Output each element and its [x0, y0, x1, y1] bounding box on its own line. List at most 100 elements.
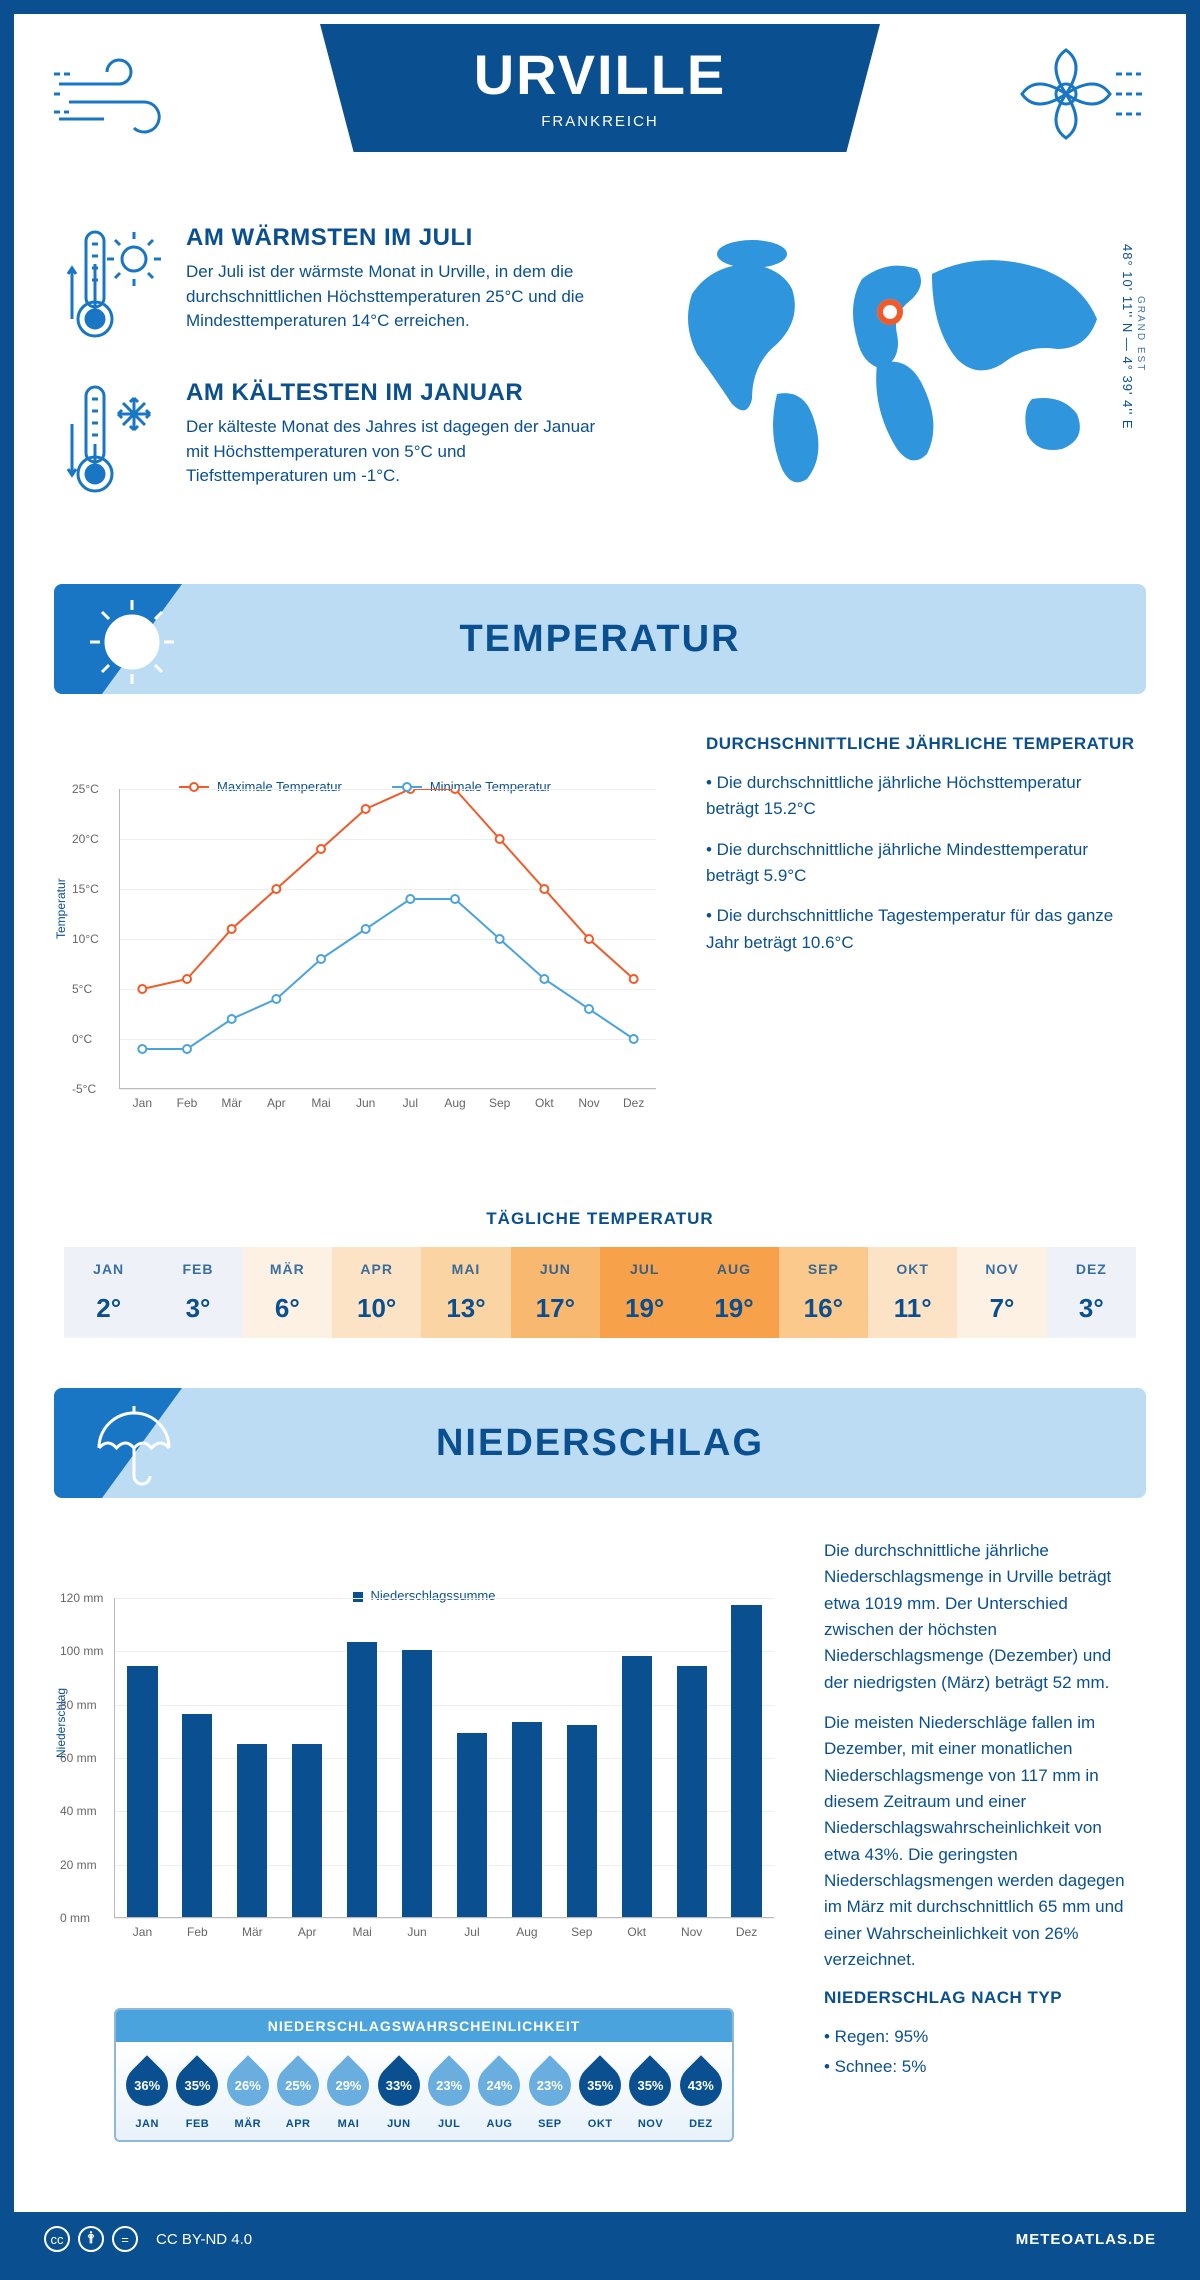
bar: [347, 1642, 377, 1917]
x-tick: Mär: [242, 1925, 263, 1939]
site-name: METEOATLAS.DE: [1016, 2231, 1156, 2248]
fact-heading: AM KÄLTESTEN IM JANUAR: [186, 379, 606, 407]
page-title: URVILLE: [320, 42, 880, 107]
type-line: • Schnee: 5%: [824, 2054, 1136, 2080]
summary-p: Die meisten Niederschläge fallen im Deze…: [824, 1710, 1136, 1973]
daily-temp-cell: MAI13°: [421, 1247, 510, 1338]
fact-body: Der Juli ist der wärmste Monat in Urvill…: [186, 260, 606, 334]
type-line: • Regen: 95%: [824, 2024, 1136, 2050]
thermometer-sun-icon: [64, 224, 164, 349]
coordinates: GRAND EST 48° 10' 11'' N — 4° 39' 4'' E: [1120, 244, 1146, 430]
x-tick: Jun: [356, 1096, 375, 1110]
prob-drop: 23%JUL: [424, 2056, 474, 2130]
x-tick: Jun: [407, 1925, 426, 1939]
x-tick: Apr: [298, 1925, 317, 1939]
fact-coldest: AM KÄLTESTEN IM JANUAR Der kälteste Mona…: [64, 379, 632, 504]
x-tick: Nov: [681, 1925, 702, 1939]
y-tick: 60 mm: [60, 1751, 97, 1765]
summary-p: Die durchschnittliche jährliche Niedersc…: [824, 1538, 1136, 1696]
page-subtitle: FRANKREICH: [320, 113, 880, 130]
x-tick: Sep: [571, 1925, 592, 1939]
x-tick: Dez: [623, 1096, 644, 1110]
y-tick: 5°C: [72, 982, 92, 996]
by-icon: 🛉: [78, 2226, 104, 2252]
footer: cc 🛉 = CC BY-ND 4.0 METEOATLAS.DE: [14, 2212, 1186, 2266]
daily-temp-cell: JUL19°: [600, 1247, 689, 1338]
bar: [457, 1733, 487, 1917]
prob-drop: 24%AUG: [474, 2056, 524, 2130]
x-tick: Dez: [736, 1925, 757, 1939]
x-tick: Mai: [352, 1925, 371, 1939]
bar: [237, 1744, 267, 1917]
bar: [677, 1666, 707, 1917]
precip-bar-chart: Niederschlag 0 mm20 mm40 mm60 mm80 mm100…: [64, 1588, 784, 1988]
x-tick: Feb: [187, 1925, 208, 1939]
prob-drop: 35%OKT: [575, 2056, 625, 2130]
bar: [292, 1744, 322, 1917]
summary-bullet: • Die durchschnittliche jährliche Mindes…: [706, 837, 1136, 890]
bar: [622, 1656, 652, 1917]
nd-icon: =: [112, 2226, 138, 2252]
daily-temp-cell: APR10°: [332, 1247, 421, 1338]
bar: [402, 1650, 432, 1917]
title-banner: URVILLE FRANKREICH: [320, 24, 880, 152]
x-tick: Okt: [535, 1096, 554, 1110]
prob-drop: 23%SEP: [525, 2056, 575, 2130]
world-map: GRAND EST 48° 10' 11'' N — 4° 39' 4'' E: [662, 224, 1136, 534]
infographic-frame: URVILLE FRANKREICH: [0, 0, 1200, 2280]
summary-bullet: • Die durchschnittliche jährliche Höchst…: [706, 770, 1136, 823]
y-tick: 80 mm: [60, 1698, 97, 1712]
wind-icon: [1016, 44, 1146, 149]
x-tick: Aug: [516, 1925, 537, 1939]
daily-temp-heading: TÄGLICHE TEMPERATUR: [14, 1209, 1186, 1229]
daily-temp-table: JAN2°FEB3°MÄR6°APR10°MAI13°JUN17°JUL19°A…: [64, 1247, 1136, 1338]
daily-temp-cell: NOV7°: [957, 1247, 1046, 1338]
sun-icon: [84, 594, 179, 694]
y-tick: -5°C: [72, 1082, 96, 1096]
section-heading-precip: NIEDERSCHLAG: [54, 1388, 1146, 1498]
y-tick: 10°C: [72, 932, 99, 946]
prob-drop: 36%JAN: [122, 2056, 172, 2130]
prob-drop: 35%NOV: [625, 2056, 675, 2130]
bar: [731, 1605, 761, 1917]
x-tick: Sep: [489, 1096, 510, 1110]
x-tick: Nov: [578, 1096, 599, 1110]
x-tick: Jan: [133, 1096, 152, 1110]
license-block: cc 🛉 = CC BY-ND 4.0: [44, 2226, 252, 2252]
cc-icon: cc: [44, 2226, 70, 2252]
y-tick: 20 mm: [60, 1858, 97, 1872]
bar: [512, 1722, 542, 1917]
prob-drop: 29%MAI: [323, 2056, 373, 2130]
section-title: NIEDERSCHLAG: [436, 1422, 764, 1465]
summary-bullet: • Die durchschnittliche Tagestemperatur …: [706, 903, 1136, 956]
umbrella-icon: [84, 1398, 179, 1498]
y-tick: 0°C: [72, 1032, 92, 1046]
bar: [127, 1666, 157, 1917]
summary-heading: DURCHSCHNITTLICHE JÄHRLICHE TEMPERATUR: [706, 734, 1136, 754]
y-tick: 40 mm: [60, 1804, 97, 1818]
prob-heading: NIEDERSCHLAGSWAHRSCHEINLICHKEIT: [116, 2010, 732, 2042]
x-tick: Okt: [627, 1925, 646, 1939]
coords-value: 48° 10' 11'' N — 4° 39' 4'' E: [1120, 244, 1135, 430]
intro-row: AM WÄRMSTEN IM JULI Der Juli ist der wär…: [14, 214, 1186, 574]
x-tick: Aug: [444, 1096, 465, 1110]
x-tick: Jan: [133, 1925, 152, 1939]
daily-temp-cell: FEB3°: [153, 1247, 242, 1338]
section-title: TEMPERATUR: [459, 618, 740, 661]
temperature-line-chart: Temperatur -5°C0°C5°C10°C15°C20°C25°CJan…: [64, 779, 666, 1159]
x-tick: Feb: [177, 1096, 198, 1110]
y-tick: 100 mm: [60, 1644, 103, 1658]
daily-temp-cell: AUG19°: [689, 1247, 778, 1338]
fact-body: Der kälteste Monat des Jahres ist dagege…: [186, 415, 606, 489]
x-tick: Jul: [403, 1096, 418, 1110]
type-heading: NIEDERSCHLAG NACH TYP: [824, 1988, 1136, 2008]
daily-temp-cell: DEZ3°: [1047, 1247, 1136, 1338]
thermometer-snow-icon: [64, 379, 164, 504]
y-tick: 0 mm: [60, 1911, 90, 1925]
y-tick: 15°C: [72, 882, 99, 896]
y-tick: 25°C: [72, 782, 99, 796]
temperature-summary: DURCHSCHNITTLICHE JÄHRLICHE TEMPERATUR •…: [706, 734, 1136, 1159]
region-label: GRAND EST: [1135, 244, 1146, 424]
prob-drop: 26%MÄR: [223, 2056, 273, 2130]
precip-probability-panel: NIEDERSCHLAGSWAHRSCHEINLICHKEIT 36%JAN 35…: [114, 2008, 734, 2142]
